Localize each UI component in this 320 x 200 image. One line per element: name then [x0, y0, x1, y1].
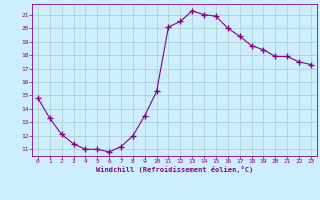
X-axis label: Windchill (Refroidissement éolien,°C): Windchill (Refroidissement éolien,°C) [96, 166, 253, 173]
